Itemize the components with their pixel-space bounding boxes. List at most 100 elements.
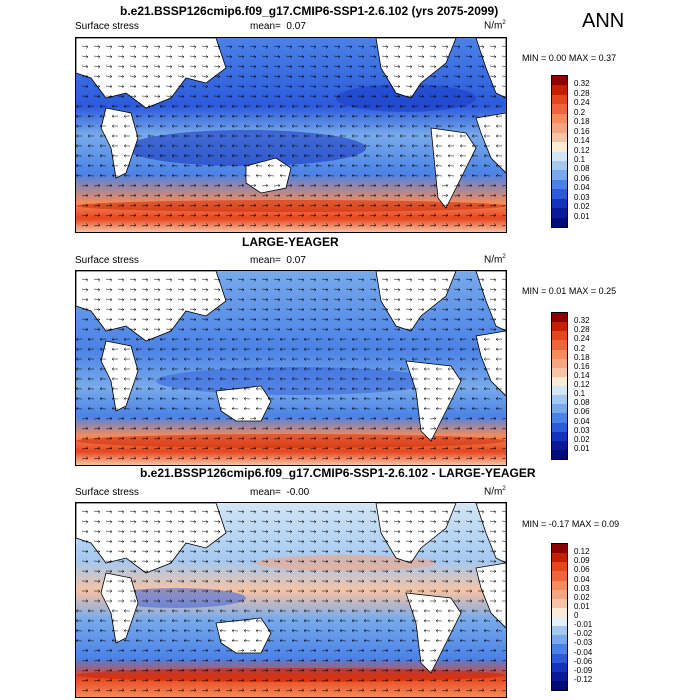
wind-vector-arrow	[105, 569, 113, 573]
wind-vector-arrow	[471, 114, 479, 118]
wind-vector-arrow	[411, 638, 419, 643]
wind-vector-arrow	[381, 579, 389, 583]
wind-vector-arrow	[81, 416, 89, 421]
wind-vector-arrow	[399, 163, 407, 168]
wind-vector-arrow	[381, 213, 389, 217]
wind-vector-arrow	[213, 436, 221, 440]
wind-vector-arrow	[147, 387, 155, 391]
wind-vector-arrow	[477, 288, 485, 292]
wind-vector-arrow	[285, 520, 293, 524]
wind-vector-arrow	[153, 45, 161, 49]
wind-vector-arrow	[489, 658, 497, 663]
wind-vector-arrow	[291, 638, 299, 643]
wind-vector-arrow	[267, 628, 275, 633]
wind-vector-arrow	[273, 223, 281, 227]
wind-vector-arrow	[297, 668, 305, 672]
wind-vector-arrow	[261, 510, 269, 514]
wind-vector-arrow	[291, 104, 299, 108]
wind-vector-arrow	[153, 74, 161, 79]
wind-vector-arrow	[273, 589, 281, 593]
wind-vector-arrow	[93, 55, 101, 59]
colorbar-segment	[552, 358, 567, 368]
wind-vector-arrow	[189, 74, 197, 79]
wind-vector-arrow	[225, 559, 233, 564]
wind-vector-arrow	[135, 387, 143, 391]
wind-vector-arrow	[159, 357, 167, 361]
colorbar-tick-label: 0.02	[574, 434, 590, 444]
wind-vector-arrow	[273, 288, 281, 292]
wind-vector-arrow	[459, 104, 467, 108]
wind-vector-arrow	[285, 298, 293, 302]
wind-vector-arrow	[153, 569, 161, 573]
wind-vector-arrow	[321, 327, 329, 332]
wind-vector-arrow	[441, 213, 449, 217]
wind-vector-arrow	[141, 569, 149, 573]
wind-vector-arrow	[477, 45, 485, 49]
wind-vector-arrow	[465, 648, 473, 653]
wind-vector-arrow	[225, 317, 233, 322]
wind-vector-arrow	[189, 416, 197, 421]
wind-vector-arrow	[135, 337, 143, 341]
wind-vector-arrow	[111, 619, 119, 623]
wind-vector-arrow	[387, 609, 395, 613]
wind-vector-arrow	[369, 599, 377, 603]
wind-vector-arrow	[183, 154, 191, 158]
wind-vector-arrow	[195, 609, 203, 613]
wind-vector-arrow	[249, 183, 257, 188]
wind-vector-arrow	[99, 104, 107, 108]
wind-vector-arrow	[129, 549, 137, 554]
wind-vector-arrow	[297, 589, 305, 593]
wind-vector-arrow	[123, 357, 131, 361]
wind-vector-arrow	[465, 317, 473, 322]
wind-vector-arrow	[111, 377, 119, 381]
wind-vector-arrow	[483, 619, 491, 623]
wind-vector-arrow	[177, 589, 185, 593]
wind-vector-arrow	[225, 327, 233, 332]
wind-vector-arrow	[135, 638, 143, 643]
wind-vector-arrow	[225, 539, 233, 544]
wind-vector-arrow	[225, 569, 233, 573]
wind-vector-arrow	[165, 94, 173, 99]
wind-vector-arrow	[159, 609, 167, 613]
wind-vector-arrow	[141, 65, 149, 69]
wind-vector-arrow	[129, 668, 137, 672]
wind-vector-arrow	[105, 559, 113, 564]
wind-vector-arrow	[501, 55, 506, 59]
wind-vector-arrow	[453, 307, 461, 312]
wind-vector-arrow	[381, 436, 389, 440]
colorbar-tick-label: 0.24	[574, 98, 590, 108]
wind-vector-arrow	[345, 193, 353, 198]
wind-vector-arrow	[333, 678, 341, 682]
wind-vector-arrow	[435, 387, 443, 391]
wind-vector-arrow	[375, 638, 383, 643]
wind-vector-arrow	[153, 223, 161, 227]
wind-vector-arrow	[213, 223, 221, 227]
wind-vector-arrow	[423, 406, 431, 411]
wind-vector-arrow	[417, 539, 425, 544]
wind-vector-arrow	[375, 154, 383, 158]
wind-vector-arrow	[297, 213, 305, 217]
wind-vector-arrow	[129, 510, 137, 514]
wind-vector-arrow	[495, 144, 503, 148]
wind-vector-arrow	[165, 668, 173, 672]
wind-vector-arrow	[441, 317, 449, 322]
wind-vector-arrow	[483, 377, 491, 381]
wind-vector-arrow	[219, 154, 227, 158]
wind-vector-arrow	[423, 347, 431, 351]
wind-vector-arrow	[405, 298, 413, 302]
wind-vector-arrow	[117, 94, 125, 99]
wind-vector-arrow	[267, 144, 275, 148]
colorbar-segment	[552, 440, 567, 450]
wind-vector-arrow	[177, 307, 185, 312]
wind-vector-arrow	[321, 94, 329, 99]
wind-vector-arrow	[237, 327, 245, 332]
wind-vector-arrow	[321, 193, 329, 198]
wind-vector-arrow	[267, 357, 275, 361]
wind-vector-arrow	[213, 203, 221, 207]
wind-vector-arrow	[81, 183, 89, 188]
wind-vector-arrow	[153, 317, 161, 322]
wind-vector-arrow	[387, 628, 395, 633]
wind-vector-arrow	[249, 84, 257, 89]
wind-vector-arrow	[381, 74, 389, 79]
wind-vector-arrow	[501, 648, 506, 652]
